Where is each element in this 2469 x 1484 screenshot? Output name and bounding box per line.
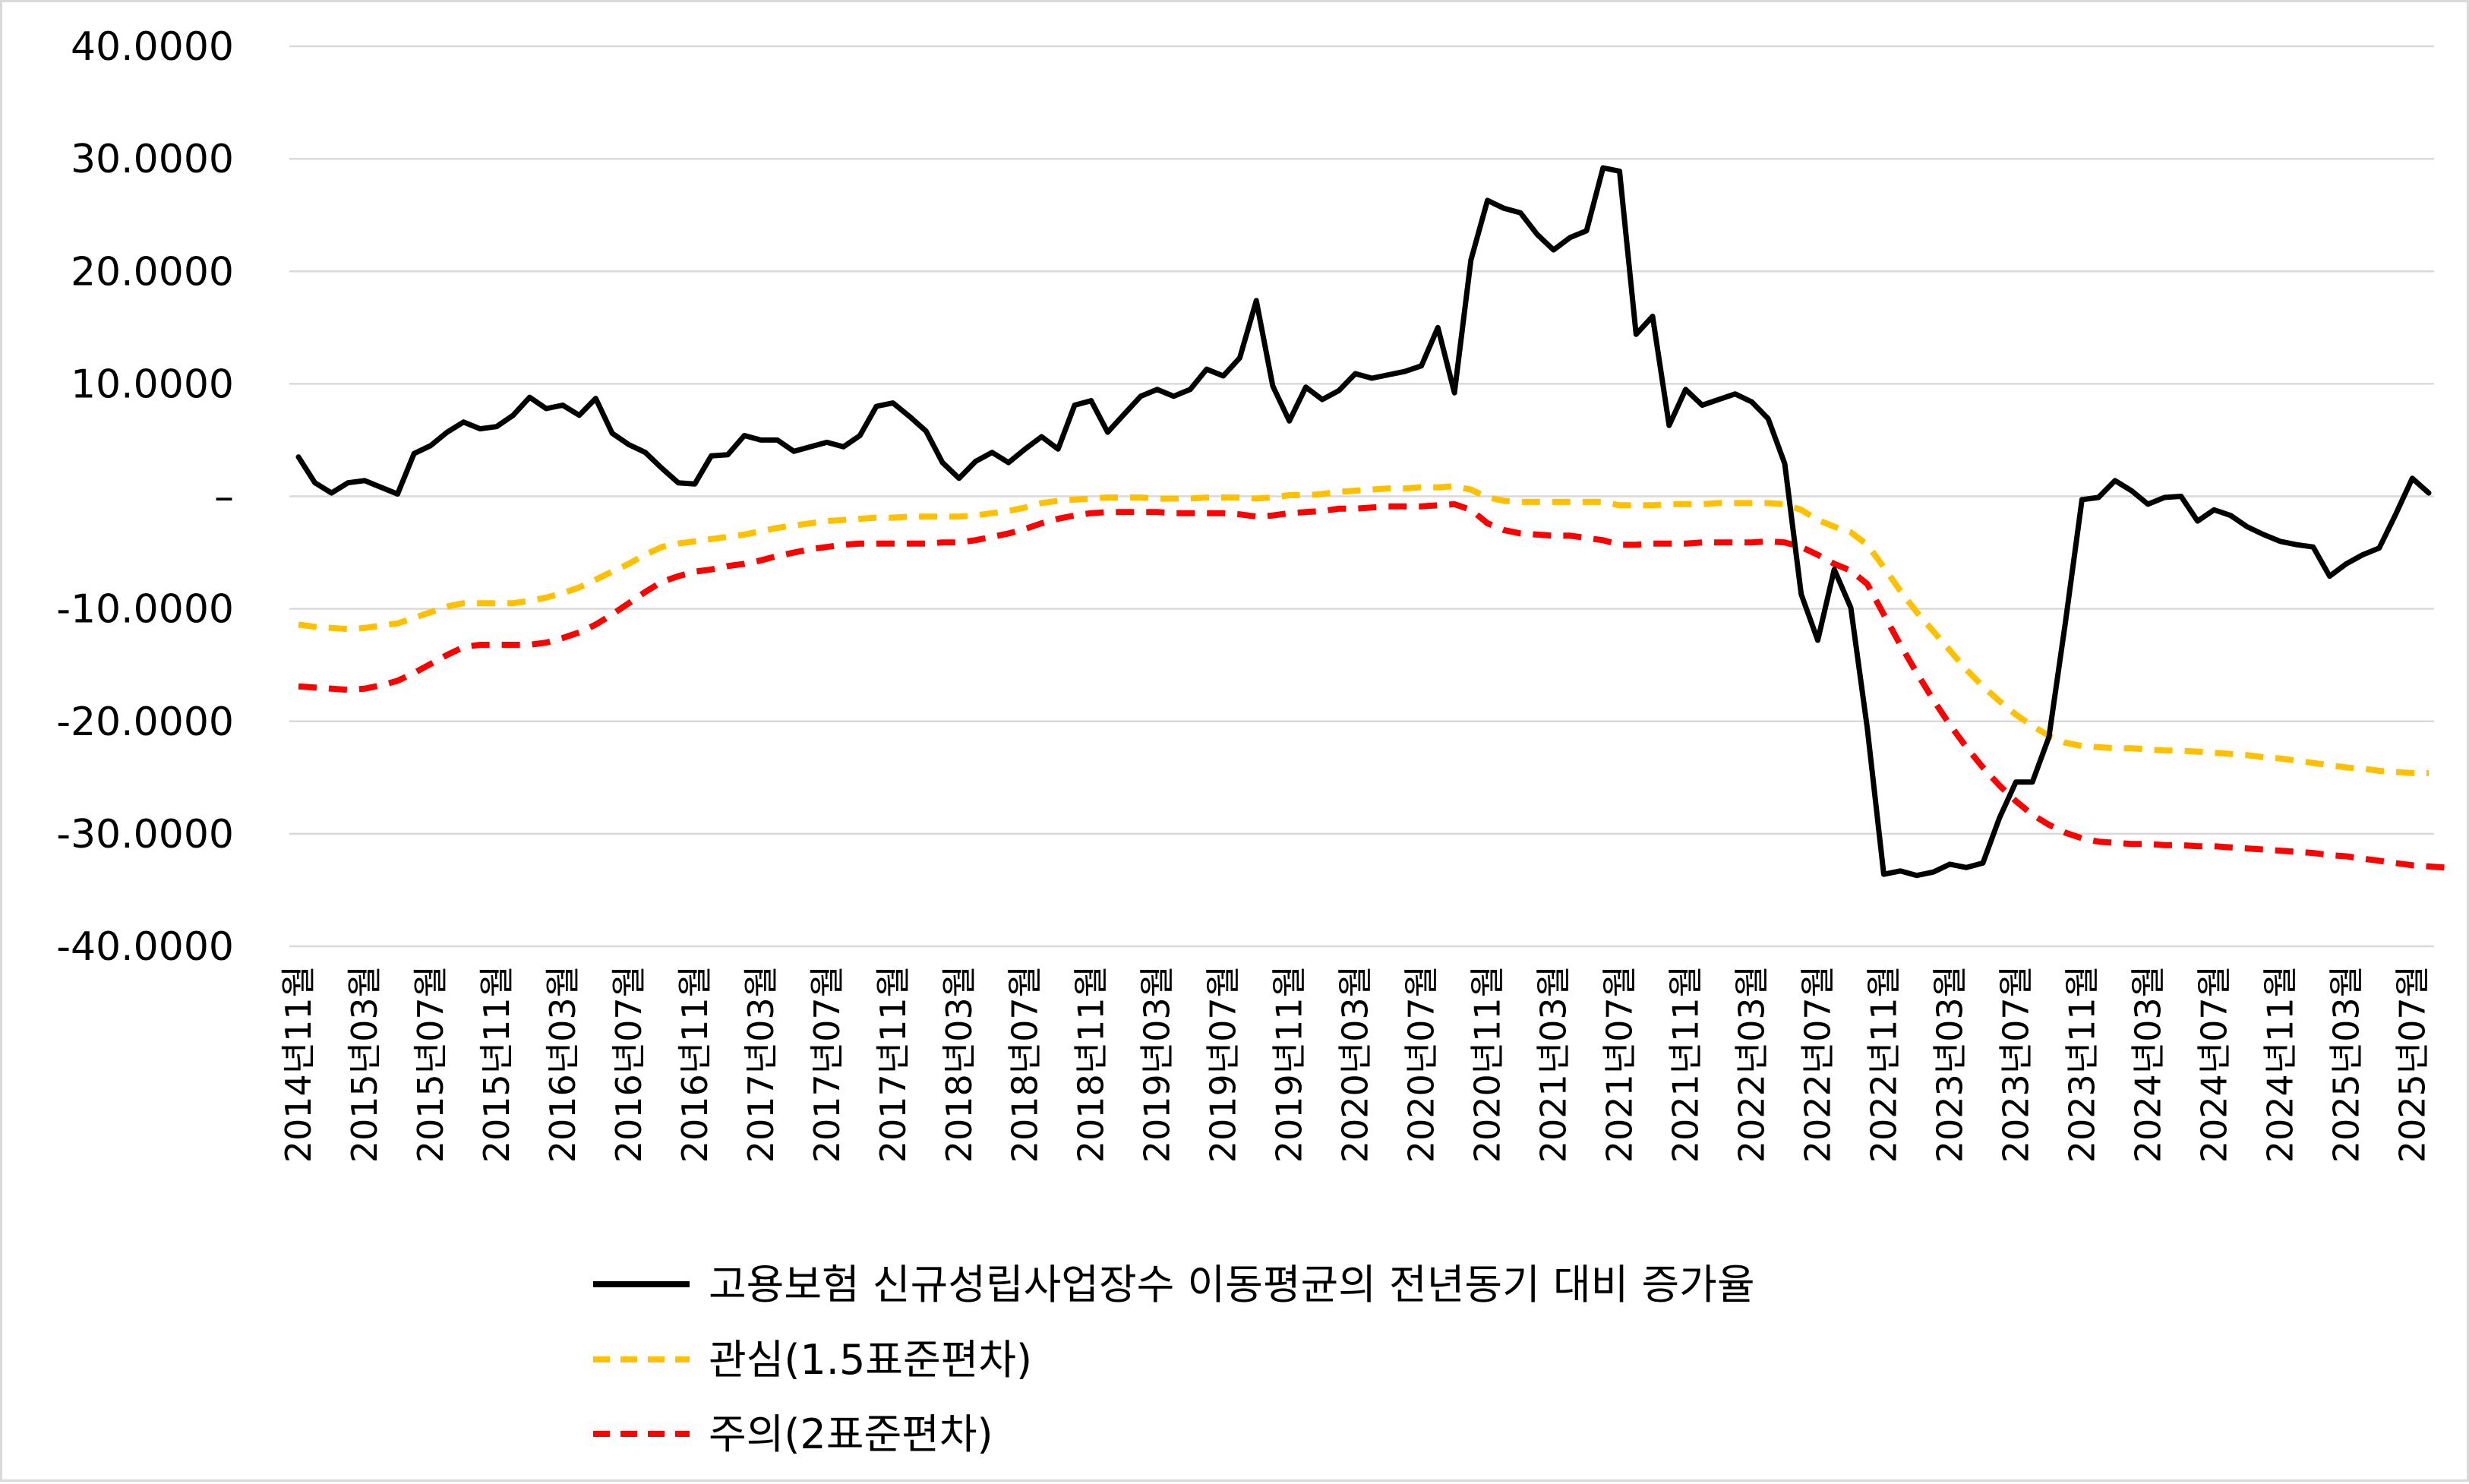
y-tick-label: -40.0000	[56, 924, 234, 970]
y-tick-label: 40.0000	[71, 24, 234, 70]
x-tick-label: 2021년11월	[1665, 965, 1707, 1163]
x-tick-label: 2017년11월	[873, 965, 914, 1163]
y-tick-label: 30.0000	[71, 137, 234, 182]
x-tick-label: 2024년11월	[2259, 965, 2300, 1163]
x-tick-label: 2020년07월	[1401, 965, 1442, 1163]
legend-label-2: 주의(2표준편차)	[709, 1410, 993, 1458]
x-tick-label: 2016년11월	[674, 965, 715, 1163]
x-tick-label: 2017년03월	[740, 965, 781, 1163]
x-tick-label: 2025년07월	[2392, 965, 2433, 1163]
x-tick-label: 2023년07월	[1995, 965, 2036, 1163]
x-tick-label: 2019년11월	[1269, 965, 1310, 1163]
y-tick-label: -20.0000	[56, 699, 234, 745]
x-tick-label: 2018년03월	[939, 965, 980, 1163]
y-axis-tick-labels: 40.0000 30.0000 20.0000 10.0000 – -10.0000 -20…	[56, 24, 234, 970]
x-tick-label: 2020년11월	[1467, 965, 1508, 1163]
x-tick-label: 2015년07월	[410, 965, 451, 1163]
series-lines	[295, 165, 2445, 879]
x-tick-label: 2021년03월	[1533, 965, 1574, 1163]
x-tick-label: 2022년03월	[1731, 965, 1772, 1163]
series-line-0	[295, 165, 2432, 879]
x-tick-label: 2016년07월	[608, 965, 649, 1163]
x-tick-label: 2024년07월	[2193, 965, 2234, 1163]
x-tick-label: 2018년07월	[1005, 965, 1046, 1163]
y-tick-label: 10.0000	[71, 362, 234, 407]
x-tick-label: 2018년11월	[1071, 965, 1112, 1163]
x-tick-label: 2025년03월	[2325, 965, 2366, 1163]
x-tick-label: 2019년07월	[1203, 965, 1244, 1163]
series-line-1	[298, 483, 2429, 776]
y-tick-label: -30.0000	[56, 812, 234, 857]
x-tick-label: 2022년11월	[1863, 965, 1904, 1163]
y-tick-label: –	[214, 475, 234, 520]
y-tick-label: -10.0000	[56, 587, 234, 633]
x-tick-label: 2014년11월	[278, 965, 319, 1163]
legend-label-1: 관심(1.5표준편차)	[709, 1336, 1032, 1384]
x-tick-label: 2023년11월	[2061, 965, 2102, 1163]
x-tick-label: 2021년07월	[1599, 965, 1640, 1163]
series-line-2	[298, 500, 2445, 871]
x-axis-tick-labels: 2014년11월 2015년03월 2015년07월 2015년11월 2016년03월…	[278, 965, 2433, 1163]
x-tick-label: 2016년03월	[542, 965, 583, 1163]
y-tick-label: 20.0000	[71, 249, 234, 295]
x-tick-label: 2023년03월	[1929, 965, 1970, 1163]
x-tick-label: 2019년03월	[1137, 965, 1178, 1163]
x-tick-label: 2020년03월	[1335, 965, 1376, 1163]
x-tick-label: 2015년03월	[344, 965, 385, 1163]
x-tick-label: 2017년07월	[807, 965, 848, 1163]
legend: 고용보험 신규성립사업장수 이동평균의 전년동기 대비 증가율관심(1.5표준편…	[593, 1261, 1755, 1458]
x-tick-label: 2015년11월	[476, 965, 517, 1163]
gridlines	[289, 45, 2434, 948]
legend-label-0: 고용보험 신규성립사업장수 이동평균의 전년동기 대비 증가율	[709, 1261, 1755, 1309]
x-tick-label: 2022년07월	[1797, 965, 1838, 1163]
x-tick-label: 2024년03월	[2127, 965, 2168, 1163]
